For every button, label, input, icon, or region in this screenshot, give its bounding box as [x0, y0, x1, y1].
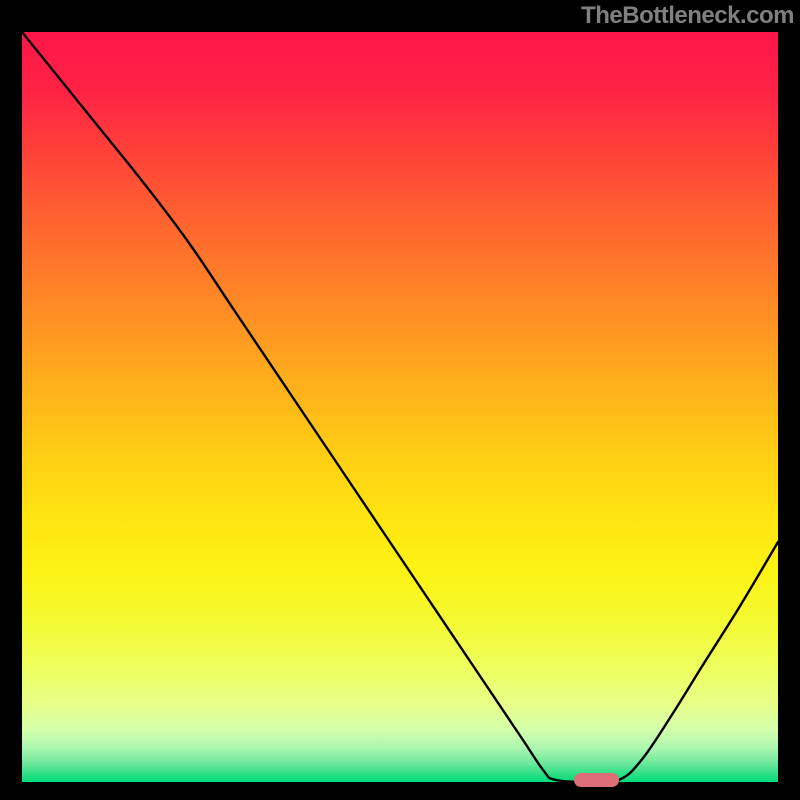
bottleneck-curve	[22, 32, 778, 782]
chart-canvas: TheBottleneck.com	[0, 0, 800, 800]
optimal-marker	[574, 773, 619, 787]
plot-area	[22, 32, 778, 782]
watermark-text: TheBottleneck.com	[581, 2, 794, 30]
